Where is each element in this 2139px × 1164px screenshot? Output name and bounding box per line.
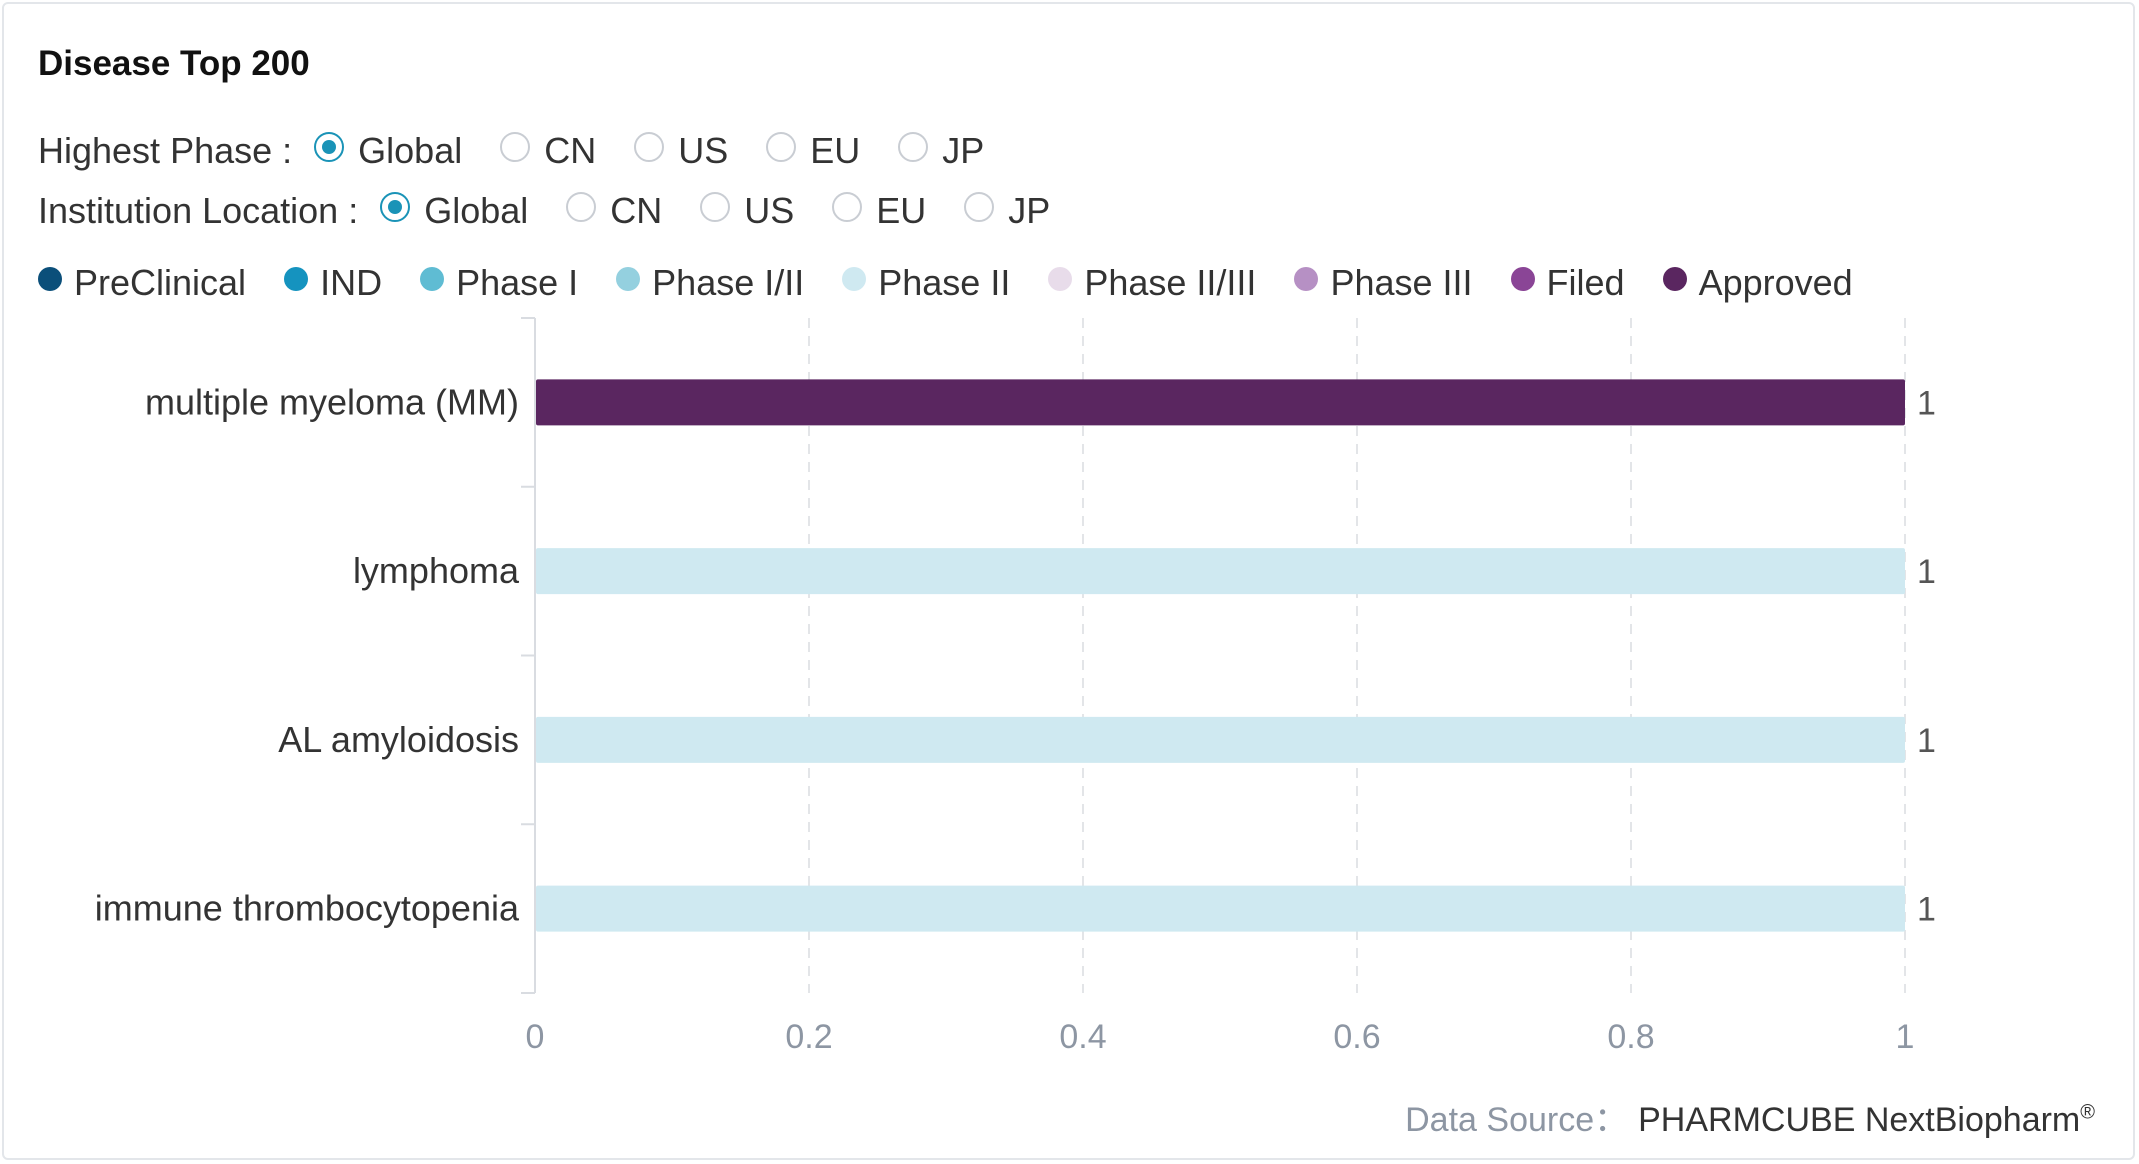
data-label: 1 <box>1917 553 1936 591</box>
legend-item[interactable]: PreClinical <box>38 262 246 304</box>
registered-mark: ® <box>2080 1101 2095 1124</box>
institution-location-label: Institution Location : <box>38 190 359 231</box>
legend-label: IND <box>320 262 383 303</box>
chart-legend: PreClinical IND Phase I Phase I/II Phase II P… <box>38 258 1891 308</box>
data-label: 1 <box>1917 891 1936 929</box>
radio-icon[interactable] <box>766 132 797 162</box>
highest-phase-option-eu[interactable]: EU <box>766 130 860 172</box>
legend-label: Filed <box>1546 262 1625 303</box>
legend-dot-icon <box>1662 267 1687 291</box>
bar <box>536 716 1905 763</box>
legend-label: Phase I/II <box>652 262 805 303</box>
highest-phase-option-label: CN <box>544 130 597 171</box>
institution-location-option-eu[interactable]: EU <box>832 190 926 232</box>
highest-phase-option-us[interactable]: US <box>634 130 728 172</box>
legend-label: PreClinical <box>74 262 247 303</box>
highest-phase-label: Highest Phase : <box>38 130 293 171</box>
legend-dot-icon <box>1048 267 1073 291</box>
legend-item[interactable]: Phase II/III <box>1048 262 1256 304</box>
radio-icon[interactable] <box>314 132 345 162</box>
legend-item[interactable]: Phase II <box>842 262 1010 304</box>
legend-item[interactable]: Filed <box>1510 262 1625 304</box>
legend-label: Phase II/III <box>1084 262 1257 303</box>
data-label: 1 <box>1917 384 1936 422</box>
highest-phase-option-label: JP <box>942 130 985 171</box>
legend-label: Phase III <box>1330 262 1473 303</box>
institution-location-option-jp[interactable]: JP <box>964 190 1050 232</box>
radio-icon[interactable] <box>898 132 929 162</box>
highest-phase-option-label: US <box>678 130 729 171</box>
highest-phase-filter: Highest Phase : Global CN US EU JP <box>38 126 1022 176</box>
radio-icon[interactable] <box>634 132 665 162</box>
x-tick-label: 0.6 <box>1333 1018 1380 1056</box>
bar-chart: multiple myeloma (MM) 1 lymphoma 1 AL amyloi… <box>95 317 1936 1056</box>
legend-item[interactable]: Phase III <box>1294 262 1473 304</box>
x-tick-label: 0.2 <box>785 1018 832 1056</box>
radio-icon[interactable] <box>964 192 995 222</box>
bar <box>536 885 1905 932</box>
legend-label: Phase II <box>878 262 1011 303</box>
data-label: 1 <box>1917 722 1936 760</box>
legend-dot-icon <box>1294 267 1319 291</box>
legend-item[interactable]: Phase I <box>420 262 578 304</box>
radio-icon[interactable] <box>832 192 863 222</box>
institution-location-option-label: Global <box>424 190 529 231</box>
legend-dot-icon <box>420 267 445 291</box>
radio-icon[interactable] <box>566 192 597 222</box>
legend-item[interactable]: Approved <box>1662 262 1853 304</box>
category-label: immune thrombocytopenia <box>95 888 520 929</box>
institution-location-option-cn[interactable]: CN <box>566 190 662 232</box>
legend-label: Phase I <box>456 262 579 303</box>
highest-phase-option-label: EU <box>810 130 861 171</box>
institution-location-option-label: US <box>744 190 795 231</box>
data-source-text: PHARMCUBE NextBiopharm <box>1638 1101 2081 1139</box>
legend-dot-icon <box>616 267 641 291</box>
institution-location-filter: Institution Location : Global CN US EU JP <box>38 186 1088 236</box>
institution-location-option-label: JP <box>1008 190 1051 231</box>
highest-phase-option-global[interactable]: Global <box>314 130 462 172</box>
x-tick-label: 0.4 <box>1059 1018 1106 1056</box>
x-tick-label: 1 <box>1896 1018 1915 1056</box>
bar <box>536 548 1905 595</box>
x-tick-label: 0.8 <box>1607 1018 1654 1056</box>
bar <box>536 379 1905 426</box>
data-source: Data Source： PHARMCUBE NextBiopharm® <box>1405 1092 2095 1141</box>
institution-location-option-global[interactable]: Global <box>380 190 528 232</box>
radio-icon[interactable] <box>700 192 731 222</box>
highest-phase-option-label: Global <box>358 130 463 171</box>
institution-location-option-label: CN <box>610 190 663 231</box>
chart-title: Disease Top 200 <box>38 44 310 83</box>
category-label: AL amyloidosis <box>278 719 519 760</box>
highest-phase-option-jp[interactable]: JP <box>898 130 984 172</box>
legend-dot-icon <box>842 267 867 291</box>
data-source-label: Data Source： <box>1405 1101 1629 1139</box>
institution-location-option-label: EU <box>876 190 927 231</box>
highest-phase-option-cn[interactable]: CN <box>500 130 596 172</box>
legend-dot-icon <box>1510 267 1535 291</box>
category-label: lymphoma <box>353 550 520 591</box>
legend-item[interactable]: Phase I/II <box>616 262 804 304</box>
legend-dot-icon <box>284 267 309 291</box>
legend-item[interactable]: IND <box>284 262 382 304</box>
x-tick-label: 0 <box>526 1018 545 1056</box>
legend-label: Approved <box>1698 262 1853 303</box>
radio-icon[interactable] <box>500 132 531 162</box>
institution-location-option-us[interactable]: US <box>700 190 794 232</box>
category-label: multiple myeloma (MM) <box>145 381 519 422</box>
radio-icon[interactable] <box>380 192 411 222</box>
legend-dot-icon <box>38 267 62 291</box>
